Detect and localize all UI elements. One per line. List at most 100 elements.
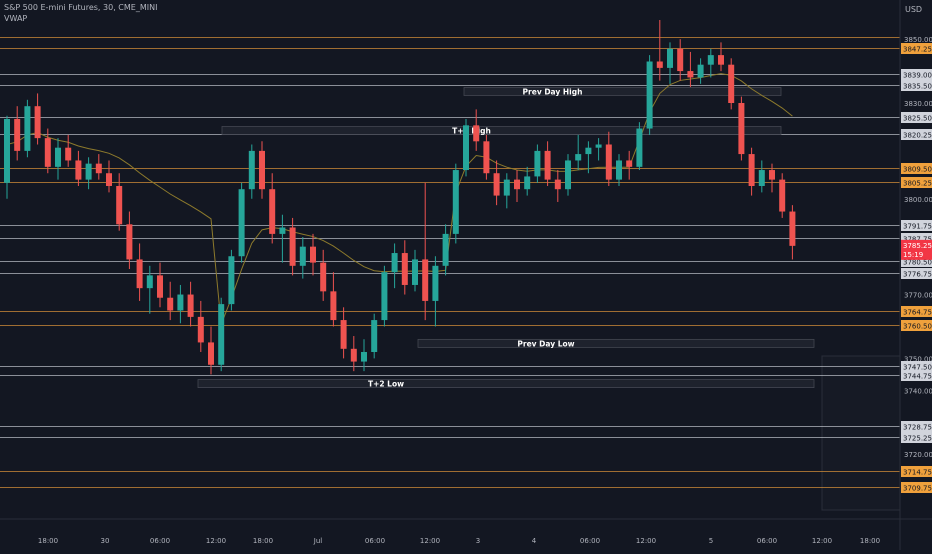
level-price-label: 3847.25 [903,46,932,54]
level-price-label: 3805.25 [903,180,932,188]
candle-body [75,160,82,180]
level-price-label: 3787.75 [903,236,932,244]
candle-body [248,150,255,190]
level-price-tag [901,69,932,80]
candle-body [208,342,214,365]
candle-body [259,150,265,190]
level-price-tag [901,43,932,54]
candle-body [381,272,388,321]
annotation-box [197,379,815,389]
candle-body [218,304,225,365]
y-tick-label: 3800.00 [904,196,932,204]
x-tick-label: 18:00 [253,537,273,545]
candle-body [146,275,153,289]
candle-body [422,259,429,301]
level-price-tag [901,432,932,443]
y-tick-label: 3830.00 [904,100,932,108]
candle-body [646,61,653,129]
candle-body [412,259,418,285]
candle-body [544,150,551,180]
candle-body [116,186,123,225]
candle-body [575,154,582,161]
candle-body [126,224,133,260]
candle-body [636,128,643,167]
candle-body [656,61,663,68]
level-price-tag [901,220,932,231]
candle-body [687,71,694,78]
annotation-box [417,338,815,348]
annotation-box [463,87,782,96]
candle-body [707,55,714,65]
candle-body [340,320,347,349]
level-price-tag [901,361,932,372]
candle-body [85,163,92,180]
candle-body [197,316,204,343]
x-tick-label: 3 [476,537,480,545]
x-tick-label: 18:00 [860,537,880,545]
symbol-title[interactable]: S&P 500 E-mini Futures, 30, CME_MINI [4,3,158,12]
candle-body [350,348,357,362]
candle-body [238,189,245,257]
last-price-label: 3785.25 [903,242,932,250]
candle-body [534,150,541,177]
level-price-tag [901,306,932,317]
candle-body [738,103,745,155]
candle-body [55,147,61,167]
level-price-tag [901,370,932,381]
projection-zone [821,355,901,511]
candle-body [697,64,704,78]
x-tick-label: 18:00 [38,537,58,545]
candle-body [269,189,276,234]
candle-body [310,246,316,263]
candle-body [595,144,602,148]
level-price-label: 3709.75 [903,485,932,493]
y-tick-label: 3770.00 [904,292,932,300]
candle-body [14,118,21,151]
level-price-tag [901,268,932,279]
level-price-tag [901,163,932,174]
candle-body [514,179,520,190]
x-tick-label: 06:00 [580,537,600,545]
level-price-label: 3825.50 [903,115,932,123]
level-price-label: 3760.50 [903,323,932,331]
level-price-label: 3791.75 [903,223,932,231]
x-tick-label: 30 [101,537,110,545]
x-tick-label: 5 [709,537,713,545]
candle-body [187,294,194,317]
candle-body [442,233,449,266]
level-price-label: 3725.25 [903,435,932,443]
candle-body [157,275,163,298]
candle-body [330,291,337,321]
candle-body [136,259,143,289]
candle-body [279,227,286,234]
candle-body [177,294,184,311]
candle-body [616,160,622,180]
countdown-label: 15:19 [903,251,923,259]
candle-body [718,55,724,65]
indicator-vwap-label[interactable]: VWAP [4,14,28,23]
level-price-tag [901,129,932,140]
candle-body [401,253,408,285]
candle-body [320,262,327,292]
candle-body [524,176,531,190]
candle-body [769,170,775,180]
level-price-tag [901,233,932,244]
candle-body [626,160,633,167]
level-price-label: 3744.75 [903,373,932,381]
candle-body [432,265,439,301]
candle-body [667,48,673,68]
level-price-tag [901,320,932,331]
candle-body [24,106,31,151]
candle-body [65,147,72,161]
candle-body [758,170,765,186]
candle-body [554,179,561,190]
annotation-label: Prev Day High [523,88,583,97]
candle-body [106,173,112,186]
candle-body [728,64,735,103]
level-price-label: 3820.25 [903,132,932,140]
x-tick-label: 12:00 [420,537,440,545]
candle-body [228,256,235,305]
level-price-label: 3780.50 [903,259,932,267]
